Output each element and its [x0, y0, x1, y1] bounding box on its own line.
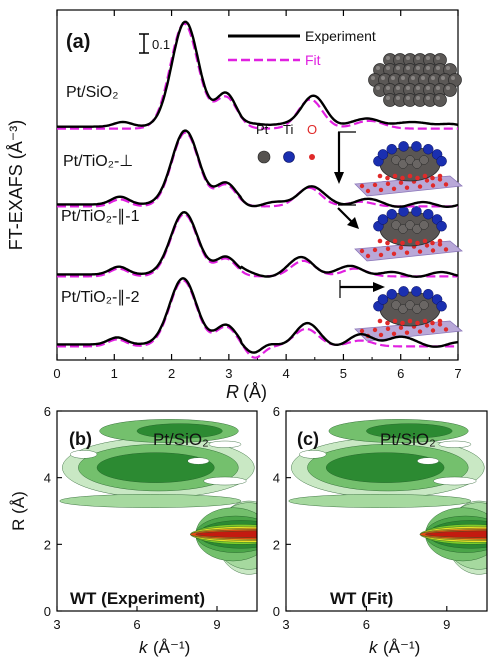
heatmap-ytick-label: 2 [44, 537, 51, 552]
heatmap-band-10 [195, 530, 257, 539]
panel-a-xtick-label: 6 [397, 366, 404, 381]
atom-legend: Pt Ti O [256, 122, 317, 164]
arrow-perpendicular [334, 131, 356, 184]
heatmap-gap-1 [70, 450, 98, 459]
heatmap-gap-2 [203, 476, 247, 486]
heatmap-ytick-label: 0 [273, 604, 280, 619]
heatmap-xtick-label: 9 [213, 617, 220, 632]
heatmap-xtick-label: 9 [443, 617, 450, 632]
heatmap-band-10 [425, 530, 487, 539]
pt-cluster-model [368, 53, 462, 107]
series-label-1: Pt/SiO₂ [66, 84, 118, 101]
heatmap-island-5 [366, 423, 453, 439]
panel-a-xlabel-symbol: R [226, 382, 239, 402]
ti-atom-icon [283, 151, 295, 163]
heatmap-ytick-label: 2 [273, 537, 280, 552]
panel-b-sample: Pt/SiO₂ [153, 430, 209, 449]
heatmap-ytick-label: 6 [44, 404, 51, 419]
panel-a-ylabel: FT-EXAFS (Å⁻³) [6, 120, 26, 251]
heatmap-gap-4 [417, 457, 439, 465]
panel-b-label: (b) [69, 429, 92, 449]
arrow-parallel-1 [337, 204, 359, 229]
pt-tio2-model-2 [354, 206, 463, 262]
experiment-curve-2 [57, 129, 458, 208]
panel-c-caption: WT (Fit) [330, 589, 393, 608]
pt-atom-icon [257, 150, 271, 164]
panel-b-xlabel-symbol: k [139, 638, 149, 657]
fit-curve-4 [57, 279, 458, 359]
arrow-parallel-2 [339, 280, 385, 298]
panel-b-heatmap [57, 411, 257, 611]
heatmap-xtick-label: 3 [53, 617, 60, 632]
panel-a-xtick-label: 3 [225, 366, 232, 381]
fit-curve-2 [57, 131, 458, 208]
atom-legend-o: O [307, 122, 317, 137]
heatmap-gap-3 [438, 440, 472, 448]
heatmap-island-6 [59, 494, 242, 508]
heatmap-gap-2 [433, 476, 477, 486]
panel-b-ticks: 3 6 9 0 2 4 6 [44, 404, 221, 632]
panel-b-xlabel-unit: (Å⁻¹) [153, 638, 190, 657]
panel-c: 3 6 9 0 2 4 6 (c) Pt/SiO₂ WT (Fit) k (Å⁻¹) [273, 404, 488, 657]
heatmap-ytick-label: 6 [273, 404, 280, 419]
heatmap-ytick-label: 4 [44, 471, 51, 486]
panel-a: 0 1 2 3 4 5 6 7 (a) 0.1 Experiment Fit Pt Ti O [6, 9, 463, 402]
panel-a-curves [57, 20, 458, 359]
heatmap-xtick-label: 6 [133, 617, 140, 632]
experiment-curve-3 [57, 210, 458, 279]
o-atom-icon [309, 154, 315, 160]
series-label-4: Pt/TiO₂-∥-2 [61, 289, 140, 306]
panel-c-label: (c) [297, 429, 319, 449]
heatmap-island-6 [288, 494, 472, 508]
experiment-curve-4 [57, 277, 458, 354]
heatmap-xtick-label: 3 [282, 617, 289, 632]
pt-tio2-model-1 [354, 141, 463, 197]
panel-a-ticks: 0 1 2 3 4 5 6 7 [53, 10, 462, 381]
fit-curve-1 [57, 22, 458, 130]
experiment-curve-1 [57, 20, 458, 128]
heatmap-gap-1 [299, 450, 327, 459]
heatmap-island-3 [96, 452, 215, 483]
heatmap-gap-3 [208, 440, 242, 448]
scale-bar-label: 0.1 [152, 37, 170, 52]
panel-c-xlabel-symbol: k [369, 638, 379, 657]
heatmap-gap-4 [187, 457, 210, 465]
panel-b: 3 6 9 0 2 4 6 (b) Pt/SiO₂ WT (Experiment) R (Å… [9, 404, 258, 657]
series-label-2: Pt/TiO₂-⊥ [63, 153, 133, 170]
fit-curve-3 [57, 213, 458, 278]
panel-c-xlabel-unit: (Å⁻¹) [383, 638, 420, 657]
panel-a-xlabel-unit: (Å) [243, 382, 267, 402]
panel-a-xtick-label: 5 [340, 366, 347, 381]
legend-experiment-label: Experiment [305, 28, 376, 44]
structure-models [354, 53, 463, 342]
heatmap-ytick-label: 4 [273, 471, 280, 486]
panel-c-sample: Pt/SiO₂ [380, 430, 436, 449]
heatmap-ytick-label: 0 [44, 604, 51, 619]
panel-c-ticks: 3 6 9 0 2 4 6 [273, 404, 451, 632]
panel-a-xtick-label: 1 [111, 366, 118, 381]
panel-a-xtick-label: 4 [283, 366, 290, 381]
panel-a-xtick-label: 7 [454, 366, 461, 381]
panel-b-frame [56, 410, 258, 612]
panel-c-heatmap [286, 411, 487, 611]
heatmap-island-3 [326, 452, 445, 483]
heatmap-xtick-label: 6 [363, 617, 370, 632]
heatmap-island-5 [136, 423, 223, 439]
panel-a-label: (a) [66, 31, 90, 53]
panel-b-ylabel: R (Å) [9, 491, 28, 531]
scale-bar: 0.1 [139, 33, 170, 54]
panel-a-xtick-label: 0 [53, 366, 60, 381]
pt-tio2-model-3 [354, 286, 463, 342]
series-label-3: Pt/TiO₂-∥-1 [61, 208, 140, 225]
legend: Experiment Fit [228, 28, 376, 68]
panel-c-frame [285, 410, 488, 612]
legend-fit-label: Fit [305, 52, 321, 68]
atom-legend-ti: Ti [283, 122, 293, 137]
panel-a-xtick-label: 2 [168, 366, 175, 381]
panel-b-caption: WT (Experiment) [70, 589, 205, 608]
atom-legend-pt: Pt [256, 122, 269, 137]
